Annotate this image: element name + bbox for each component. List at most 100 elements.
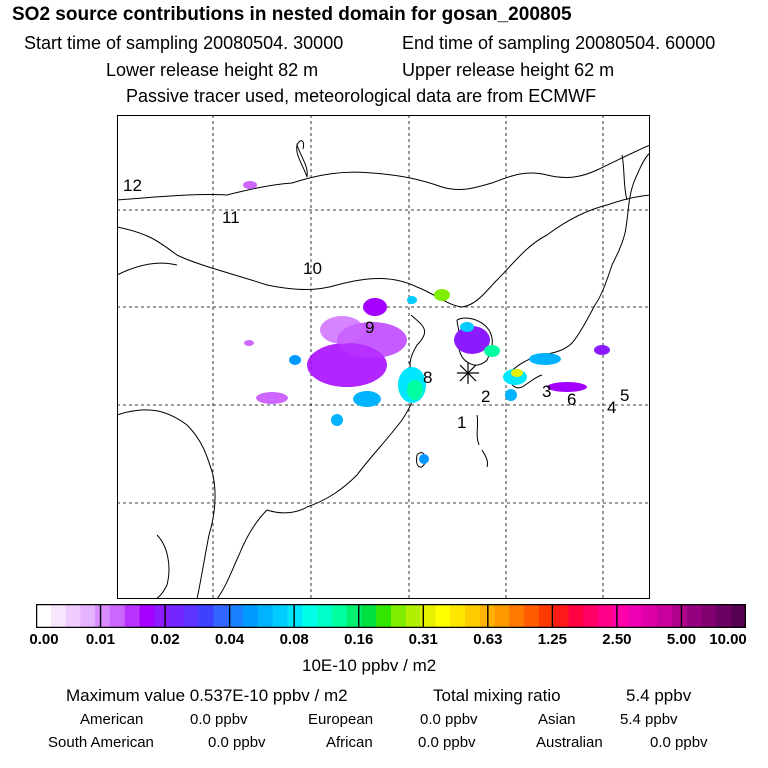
colorbar-cell (243, 604, 259, 628)
colorbar-tick-label: 0.63 (473, 631, 503, 648)
colorbar-cell (183, 604, 200, 628)
colorbar-tick-label: 0.02 (150, 631, 180, 648)
colorbar-cell (331, 604, 347, 628)
region-label-6: 6 (567, 390, 576, 409)
colorbar-cell (657, 604, 673, 628)
region-australian-name: Australian (536, 734, 603, 751)
colorbar-cell (228, 604, 244, 628)
colorbar-tick-label: 0.31 (408, 631, 438, 648)
region-label-4: 4 (607, 398, 616, 417)
region-label-12: 12 (123, 176, 142, 195)
region-african-value: 0.0 ppbv (418, 734, 476, 751)
tracer-note: Passive tracer used, meteorological data… (126, 86, 597, 106)
region-african-name: African (326, 734, 373, 751)
colorbar-cell (198, 604, 214, 628)
colorbar-cell (169, 604, 185, 628)
colorbar-cell (524, 604, 540, 628)
colorbar-separators (99, 604, 683, 628)
colorbar-cell (65, 604, 81, 628)
colorbar-cell (405, 604, 421, 628)
colorbar-cell (257, 604, 273, 628)
colorbar-tick-label: 10.00 (709, 631, 747, 648)
colorbar-cell (686, 604, 702, 628)
colorbar-cell (509, 604, 525, 628)
region-label-8: 8 (423, 368, 432, 387)
colorbar-tick-label: 0.04 (215, 631, 245, 648)
region-asian-value: 5.4 ppbv (620, 711, 678, 728)
region-south-american-name: South American (48, 734, 154, 751)
colorbar-cell (642, 604, 658, 628)
start-time: Start time of sampling 20080504. 30000 (24, 33, 344, 53)
colorbar-cell (627, 604, 643, 628)
colorbar-cell (568, 604, 584, 628)
colorbar-cell (420, 604, 436, 628)
colorbar-cell (213, 604, 229, 628)
colorbar-frame (36, 604, 746, 628)
colorbar-tick-label: 1.25 (537, 631, 567, 648)
colorbar-cell (376, 604, 392, 628)
region-american-value: 0.0 ppbv (190, 711, 248, 728)
total-mixing-label: Total mixing ratio (433, 686, 561, 705)
colorbar-cell (50, 604, 66, 628)
colorbar-cell (154, 604, 170, 628)
colorbar-cell (80, 604, 96, 628)
colorbar-cell (612, 604, 628, 628)
colorbar-cells (36, 604, 746, 628)
colorbar-cell (317, 604, 333, 628)
colorbar-units: 10E-10 ppbv / m2 (302, 656, 437, 675)
colorbar-cell (598, 604, 614, 628)
total-mixing-value: 5.4 ppbv (626, 686, 692, 705)
colorbar-cell (450, 604, 466, 628)
colorbar (36, 604, 746, 628)
colorbar-cell (435, 604, 451, 628)
colorbar-cell (672, 604, 688, 628)
maximum-value: Maximum value 0.537E-10 ppbv / m2 (66, 686, 348, 705)
map-panel: 1 2 3 4 5 6 8 9 10 11 12 (117, 115, 650, 599)
colorbar-cell (716, 604, 732, 628)
region-labels: 1 2 3 4 5 6 8 9 10 11 12 (123, 176, 629, 432)
region-american-name: American (80, 711, 144, 728)
colorbar-tick-label: 0.00 (29, 631, 59, 648)
colorbar-cell (124, 604, 140, 628)
colorbar-cell (701, 604, 717, 628)
colorbar-cell (731, 604, 746, 628)
colorbar-cell (109, 604, 126, 628)
region-european-name: European (308, 711, 374, 728)
colorbar-cell (36, 604, 52, 628)
colorbar-cell (464, 604, 481, 628)
region-european-value: 0.0 ppbv (420, 711, 478, 728)
colorbar-cell (139, 604, 155, 628)
end-time: End time of sampling 20080504. 60000 (402, 33, 716, 53)
region-label-2: 2 (481, 387, 490, 406)
colorbar-tick-label: 2.50 (602, 631, 632, 648)
colorbar-cell (361, 604, 377, 628)
region-label-5: 5 (620, 386, 629, 405)
region-asian-name: Asian (538, 711, 576, 728)
colorbar-cell (494, 604, 510, 628)
colorbar-tick-label: 5.00 (666, 631, 697, 648)
region-label-10: 10 (303, 259, 322, 278)
colorbar-tick-label: 0.08 (279, 631, 309, 648)
upper-release-height: Upper release height 62 m (402, 60, 615, 80)
colorbar-cell (272, 604, 288, 628)
region-south-american-value: 0.0 ppbv (208, 734, 266, 751)
region-label-9: 9 (365, 318, 374, 337)
colorbar-cell (553, 604, 569, 628)
region-label-3: 3 (542, 382, 551, 401)
colorbar-cell (287, 604, 303, 628)
region-australian-value: 0.0 ppbv (650, 734, 708, 751)
lower-release-height: Lower release height 82 m (106, 60, 319, 80)
region-label-11: 11 (222, 208, 240, 227)
colorbar-tick-label: 0.01 (85, 631, 116, 648)
colorbar-cell (583, 604, 599, 628)
colorbar-cell (391, 604, 407, 628)
colorbar-cell (538, 604, 555, 628)
colorbar-cell (95, 604, 111, 628)
region-label-1: 1 (457, 413, 466, 432)
colorbar-cell (302, 604, 318, 628)
coastlines (117, 140, 650, 599)
chart-title: SO2 source contributions in nested domai… (12, 4, 572, 25)
colorbar-cell (346, 604, 362, 628)
colorbar-tick-label: 0.16 (344, 631, 374, 648)
concentration-plumes (243, 181, 610, 464)
